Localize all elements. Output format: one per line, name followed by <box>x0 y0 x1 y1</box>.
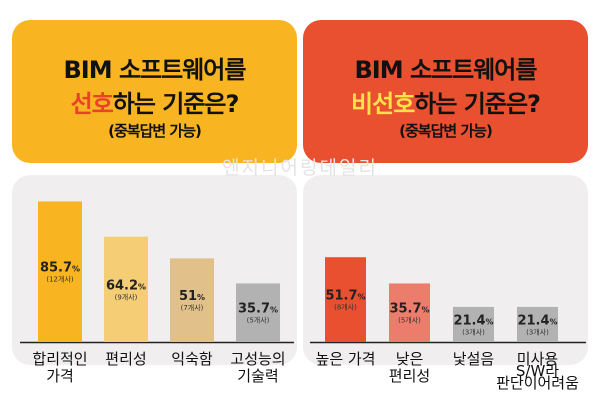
preference-title-highlight: 선호 <box>70 90 114 118</box>
preference-category-label: 고성능의 기술력 <box>230 350 285 385</box>
preference-category-label: 합리적인 가격 <box>32 350 87 385</box>
preference-bar <box>104 236 148 342</box>
non-preference-title-highlight: 비선호 <box>351 90 415 118</box>
non-preference-value-label: 35.7% <box>389 302 429 317</box>
preference-category-label: 편리성 <box>105 350 146 368</box>
non-preference-title-line1: BIM 소프트웨어를 <box>354 56 538 84</box>
preference-count-label: (7개사) <box>181 303 204 312</box>
non-preference-value-label: 21.4% <box>453 313 493 328</box>
non-preference-count-label: (5개사) <box>398 316 421 325</box>
preference-value-label: 35.7% <box>238 302 278 317</box>
non-preference-header-card: BIM 소프트웨어를 비선호하는 기준은? (중복답변 가능) <box>303 20 588 163</box>
preference-count-label: (9개사) <box>115 292 138 301</box>
preference-category-label: 익숙함 <box>171 350 213 368</box>
non-preference-bar <box>517 306 558 342</box>
watermark: 엔지니어링데일리 <box>222 157 378 179</box>
preference-bar <box>38 201 82 342</box>
non-preference-value-label: 51.7% <box>325 289 365 304</box>
non-preference-category-label: 높은 가격 <box>316 350 376 368</box>
non-preference-bar <box>389 283 430 342</box>
non-preference-bar <box>325 257 366 342</box>
non-preference-category-label: 미사용 S/W라 판단이어려움 <box>496 350 579 392</box>
preference-count-label: (5개사) <box>247 316 270 325</box>
preference-value-label: 51% <box>179 289 205 304</box>
non-preference-subtitle: (중복답변 가능) <box>399 122 493 140</box>
non-preference-count-label: (3개사) <box>526 327 549 336</box>
non-preference-value-label: 21.4% <box>517 313 557 328</box>
preference-bar <box>236 283 280 342</box>
preference-header-card: BIM 소프트웨어를 선호하는 기준은? (중복답변 가능) <box>12 20 297 163</box>
preference-subtitle: (중복답변 가능) <box>108 122 202 140</box>
non-preference-title-line2: 비선호하는 기준은? <box>303 84 588 119</box>
non-preference-count-label: (8개사) <box>334 303 357 312</box>
non-preference-category-label: 낯설음 <box>453 350 494 368</box>
preference-bar <box>170 258 214 342</box>
non-preference-bar <box>453 306 494 342</box>
non-preference-category-label: 낮은 편리성 <box>389 350 430 385</box>
preference-title-line2: 선호하는 기준은? <box>12 84 297 119</box>
non-preference-title-rest: 하는 기준은? <box>414 90 541 118</box>
preference-title-line1: BIM 소프트웨어를 <box>63 56 247 84</box>
preference-value-label: 64.2% <box>106 278 146 293</box>
preference-count-label: (12개사) <box>46 275 74 284</box>
preference-value-label: 85.7% <box>40 261 80 276</box>
preference-title-rest: 하는 기준은? <box>112 90 240 118</box>
non-preference-count-label: (3개사) <box>462 327 485 336</box>
